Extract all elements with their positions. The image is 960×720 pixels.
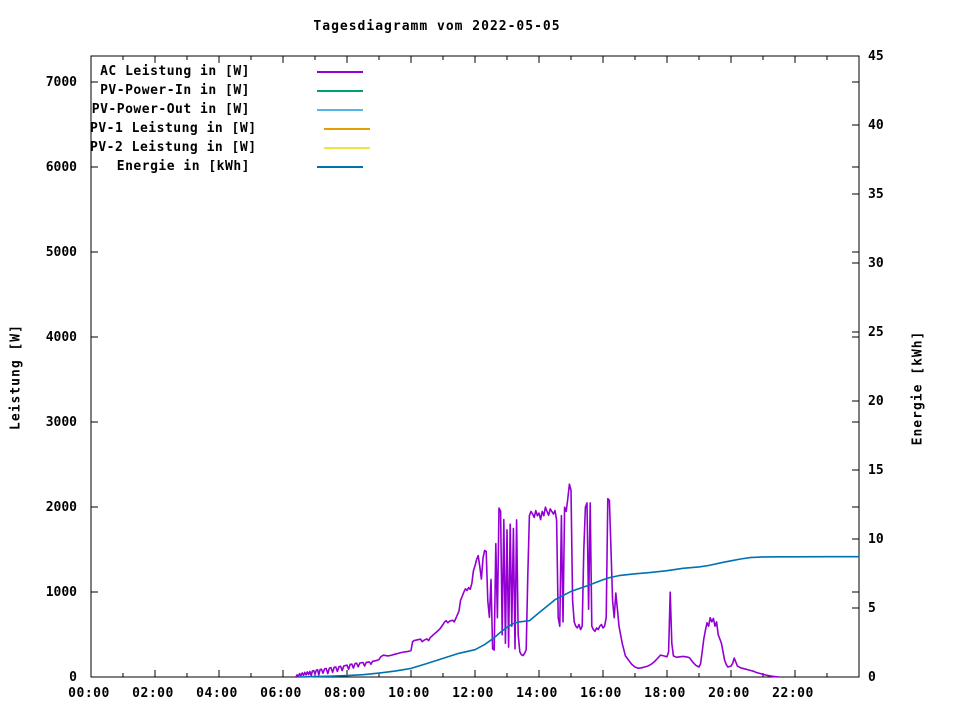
y-right-tick-label: 10 [868,532,884,547]
legend: AC Leistung in [W] PV-Power-In in [W] PV-P… [90,62,370,176]
x-tick-label: 00:00 [68,686,110,701]
y-left-tick-label: 1000 [46,585,77,600]
legend-label: Energie in [kWh] [116,159,250,174]
y-left-tick-label: 0 [69,670,77,685]
legend-entry: PV-Power-In in [W] [90,81,363,100]
legend-entry: PV-1 Leistung in [W] [90,119,370,138]
legend-label: PV-Power-Out in [W] [91,102,250,117]
y-right-tick-label: 40 [868,118,884,133]
y-left-tick-label: 3000 [46,415,77,430]
x-tick-label: 12:00 [452,686,494,701]
legend-line-sample [317,89,363,92]
legend-line-sample [323,127,370,130]
x-tick-label: 22:00 [772,686,814,701]
y-left-tick-label: 7000 [46,75,77,90]
x-tick-label: 20:00 [708,686,750,701]
y-right-tick-label: 20 [868,394,884,409]
legend-line-sample [317,165,363,168]
x-tick-label: 10:00 [388,686,430,701]
legend-line-sample [317,70,363,73]
x-tick-label: 08:00 [324,686,366,701]
chart-title: Tagesdiagramm vom 2022-05-05 [313,19,561,34]
legend-entry: PV-2 Leistung in [W] [90,138,370,157]
y-left-tick-label: 6000 [46,160,77,175]
y-left-tick-label: 4000 [46,330,77,345]
x-tick-label: 16:00 [580,686,622,701]
y-right-tick-label: 45 [868,49,884,64]
y-left-tick-label: 2000 [46,500,77,515]
x-tick-label: 04:00 [196,686,238,701]
y-right-tick-label: 0 [868,670,876,685]
x-tick-label: 14:00 [516,686,558,701]
x-tick-label: 02:00 [132,686,174,701]
y-right-tick-label: 35 [868,187,884,202]
x-tick-label: 18:00 [644,686,686,701]
legend-line-sample [323,146,370,149]
legend-label: AC Leistung in [W] [100,64,250,79]
legend-label: PV-Power-In in [W] [100,83,250,98]
y-right-tick-label: 5 [868,601,876,616]
legend-entry: PV-Power-Out in [W] [90,100,363,119]
legend-line-sample [317,108,363,111]
y-right-tick-label: 15 [868,463,884,478]
y-right-tick-label: 30 [868,256,884,271]
y-right-tick-label: 25 [868,325,884,340]
legend-label: PV-2 Leistung in [W] [90,140,257,155]
legend-entry: AC Leistung in [W] [90,62,363,81]
x-tick-label: 06:00 [260,686,302,701]
legend-entry: Energie in [kWh] [90,157,363,176]
legend-label: PV-1 Leistung in [W] [90,121,257,136]
y-left-tick-label: 5000 [46,245,77,260]
series-line-energie-in-kwh- [298,555,860,678]
series-line-ac-leistung-in-w- [294,483,780,678]
